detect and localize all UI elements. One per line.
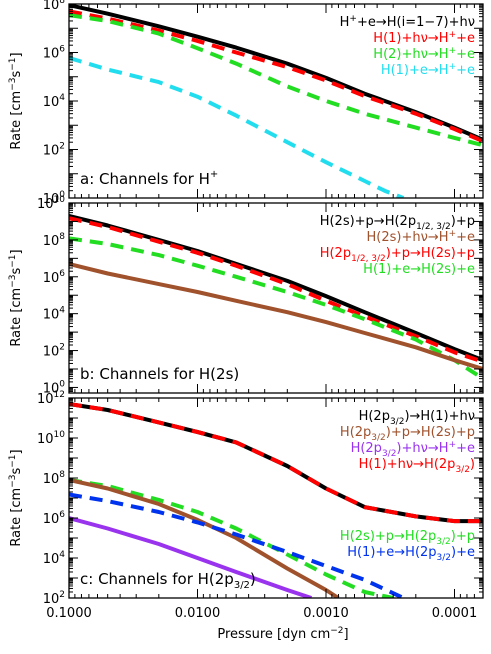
- series-line-3: [69, 477, 394, 598]
- legend-entry: H(2)+hν→H++e: [373, 46, 475, 62]
- y-tick-label: 108: [43, 470, 66, 487]
- y-tick-label: 1010: [37, 430, 65, 447]
- y-tick-label: 100: [43, 379, 66, 396]
- legend-entry: H(2s)+hν→H++e: [367, 229, 475, 245]
- y-axis-title: Rate [cm−3s−1]: [8, 249, 24, 346]
- y-tick-label: 104: [43, 306, 66, 323]
- y-tick-label: 1010: [37, 195, 65, 212]
- legend-entry: H(2s)+p→H(2p3/2)+p: [340, 529, 475, 547]
- y-axis-title: Rate [cm−3s−1]: [8, 52, 24, 149]
- series-group: [69, 402, 483, 598]
- y-tick-label: 102: [43, 343, 65, 360]
- y-tick-label: 108: [43, 0, 66, 13]
- legend-entry: H(1)+e→H(2s)+e: [363, 262, 475, 277]
- series-line-3: [69, 13, 483, 148]
- series-line-4: [69, 55, 405, 198]
- panel-2: 100 102 104 106 108 1010 Rate [cm−3s−1] b: Chan…: [8, 195, 484, 396]
- y-tick-label: 102: [43, 590, 65, 607]
- x-tick-label: 0.1000: [46, 606, 92, 621]
- series-group: [69, 213, 483, 381]
- series-group: [69, 4, 483, 198]
- panel-1: 100 102 104 106 108 Rate [cm−3s−1] a: Channels…: [8, 0, 484, 207]
- series-line-1: [69, 4, 483, 142]
- legend-entry: H(2p1/2, 3/2)+p→H(2s)+p: [320, 246, 475, 264]
- series-line-4: [69, 261, 483, 371]
- legend-entry: H(2p3/2)→H(1)+hν: [359, 409, 475, 427]
- series-line-2: [69, 216, 483, 364]
- series-line-5: [69, 492, 405, 598]
- x-tick-label: 0.0010: [303, 606, 349, 621]
- series-line-6: [69, 516, 313, 598]
- legend-entry: H(1)+hν→H++e: [373, 30, 475, 46]
- y-tick-label: 106: [43, 269, 66, 286]
- series-line-3: [69, 236, 483, 381]
- legend-entry: H(1)+e→H(2p3/2)+e: [347, 545, 475, 563]
- y-axis-title: Rate [cm−3s−1]: [8, 449, 24, 546]
- legend-entry: H(2s)+p→H(2p1/2, 3/2)+p: [320, 214, 475, 232]
- legend-entry: H(1)+e→H++e: [381, 62, 475, 78]
- series-line-2: [69, 402, 483, 524]
- y-tick-label: 108: [43, 232, 66, 249]
- x-tick-label: 0.0001: [432, 606, 478, 621]
- x-tick-label: 0.0100: [175, 606, 221, 621]
- panel-label: c: Channels for H(2p3/2): [80, 570, 256, 591]
- panel-3: 102 104 106 108 1010 1012 Rate [cm−3s−1] c: Cha…: [8, 390, 484, 607]
- series-line-2: [69, 9, 483, 144]
- y-tick-label: 106: [43, 510, 66, 527]
- panel-label: b: Channels for H(2s): [80, 365, 239, 383]
- y-tick-label: 104: [43, 550, 66, 567]
- y-tick-label: 1012: [37, 390, 65, 407]
- x-axis-title: Pressure [dyn cm−2]: [217, 626, 348, 642]
- panels: 100 102 104 106 108 Rate [cm−3s−1] a: Channels…: [8, 0, 484, 607]
- legend-entry: H(2p3/2)+p→H(2s)+p: [340, 425, 475, 443]
- legend-entry: H(1)+hν→H(2p3/2): [359, 457, 475, 475]
- y-tick-label: 100: [43, 190, 66, 207]
- y-tick-label: 104: [43, 93, 66, 110]
- legend-entry: H++e→H(i=1−7)+hν: [340, 14, 475, 30]
- y-tick-label: 106: [43, 45, 66, 62]
- panel-label: a: Channels for H+: [80, 169, 218, 188]
- y-tick-label: 102: [43, 142, 65, 159]
- x-axis-tick-labels: 0.1000 0.0100 0.0010 0.0001: [46, 606, 477, 621]
- legend-entry: H(2p3/2)+hν→H++e: [351, 440, 475, 459]
